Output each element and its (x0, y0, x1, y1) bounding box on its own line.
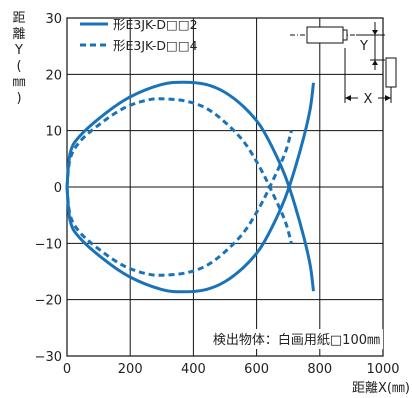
series-1-lower-curve (65, 82, 315, 294)
y-tick-labels: 30 20 10 0 −10 −20 −30 (35, 12, 62, 365)
inset-y-arrowhead-2 (372, 60, 378, 65)
x-axis-title: 距離X(㎜) (352, 381, 410, 396)
y-tick-label: −30 (35, 350, 62, 365)
x-tick-label: 400 (181, 362, 206, 377)
y-tick-label: 30 (45, 12, 62, 27)
inset-x-label-bg (358, 90, 378, 106)
grid-lines (67, 18, 383, 356)
series-1-upper-curve (65, 80, 315, 292)
inset-diagram (290, 22, 397, 103)
legend: 形E3JK-D□□2 形E3JK-D□□4 (80, 17, 198, 53)
x-tick-label: 200 (118, 362, 143, 377)
series-2-lower-curve (65, 130, 293, 277)
x-tick-label: 1000 (366, 362, 399, 377)
note-background (207, 329, 383, 349)
y-tick-label: −10 (35, 237, 62, 252)
svg-text:距離Y(㎜): 距離 Y(㎜) (12, 11, 25, 106)
inset-sensor-lens (342, 29, 348, 41)
x-tick-label: 600 (244, 362, 269, 377)
inset-y-label: Y (359, 39, 368, 54)
legend-label-series-1: 形E3JK-D□□2 (113, 17, 198, 32)
series-layer (65, 80, 315, 294)
legend-label-series-2: 形E3JK-D□□4 (113, 38, 198, 53)
y-tick-label: 20 (45, 68, 62, 83)
inset-y-arrowhead-1 (372, 30, 378, 35)
inset-x-arrowhead-2 (385, 95, 391, 101)
inset-x-arrowhead-1 (345, 95, 351, 101)
y-tick-label: 0 (54, 181, 62, 196)
inset-target-plate (385, 57, 397, 88)
y-tick-label: 10 (45, 125, 62, 140)
y-tick-label: −20 (35, 294, 62, 309)
x-tick-labels: 0 200 400 600 800 1000 (63, 362, 400, 377)
x-tick-label: 800 (307, 362, 332, 377)
y-axis-title: 距離 Y(㎜) (12, 11, 25, 106)
detection-object-note: 検出物体：白画用紙□100㎜ (213, 332, 380, 348)
inset-sensor-body (306, 26, 344, 44)
inset-x-label: X (364, 92, 373, 107)
x-tick-label: 0 (63, 362, 71, 377)
series-2-upper-curve (65, 97, 293, 244)
